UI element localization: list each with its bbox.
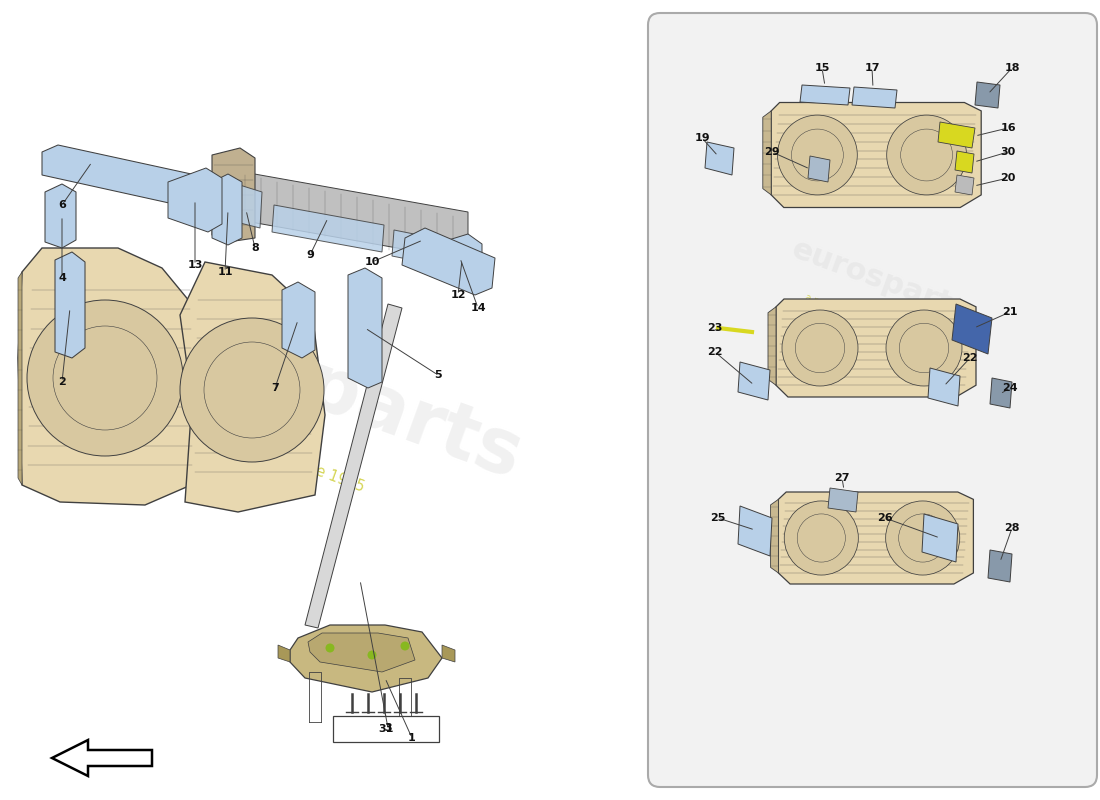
Text: 13: 13 (187, 260, 202, 270)
Polygon shape (955, 175, 974, 195)
Text: 20: 20 (1000, 173, 1015, 183)
Text: 26: 26 (877, 513, 893, 523)
Polygon shape (990, 378, 1012, 408)
Polygon shape (852, 87, 896, 108)
Text: a passion for parts since 1975: a passion for parts since 1975 (804, 293, 936, 347)
Polygon shape (272, 205, 384, 252)
Polygon shape (278, 645, 290, 662)
Circle shape (180, 318, 324, 462)
Polygon shape (768, 307, 776, 386)
Polygon shape (212, 174, 242, 245)
Polygon shape (402, 228, 495, 295)
FancyBboxPatch shape (333, 716, 439, 742)
Circle shape (368, 651, 376, 659)
Polygon shape (55, 252, 85, 358)
Circle shape (887, 115, 967, 195)
Text: 12: 12 (450, 290, 465, 300)
FancyBboxPatch shape (648, 13, 1097, 787)
Text: 28: 28 (1004, 523, 1020, 533)
Text: 15: 15 (814, 63, 829, 73)
Text: 1: 1 (408, 733, 416, 743)
Polygon shape (52, 740, 152, 776)
Polygon shape (18, 248, 208, 505)
Text: 27: 27 (834, 473, 849, 483)
Text: 4: 4 (58, 273, 66, 283)
Polygon shape (228, 182, 262, 228)
Polygon shape (828, 488, 858, 512)
Circle shape (402, 642, 409, 650)
Polygon shape (975, 82, 1000, 108)
Polygon shape (938, 122, 975, 148)
Text: 3: 3 (384, 723, 392, 733)
Text: 19: 19 (694, 133, 710, 143)
Polygon shape (305, 304, 402, 628)
Polygon shape (779, 492, 974, 584)
Text: 23: 23 (707, 323, 723, 333)
Polygon shape (180, 262, 324, 512)
Text: eurosparts: eurosparts (68, 266, 532, 494)
Polygon shape (228, 170, 468, 260)
Polygon shape (771, 102, 981, 207)
Circle shape (28, 300, 183, 456)
Text: 2: 2 (58, 377, 66, 387)
Circle shape (782, 310, 858, 386)
Text: 30: 30 (1000, 147, 1015, 157)
Polygon shape (738, 362, 770, 400)
Circle shape (778, 115, 857, 195)
Polygon shape (212, 148, 255, 242)
Polygon shape (442, 234, 482, 285)
Text: a passion for parts since 1975: a passion for parts since 1975 (153, 405, 366, 495)
Text: 22: 22 (962, 353, 978, 363)
Text: 29: 29 (764, 147, 780, 157)
Text: 22: 22 (707, 347, 723, 357)
Polygon shape (922, 514, 958, 562)
Polygon shape (952, 304, 992, 354)
Circle shape (784, 501, 858, 575)
Text: 9: 9 (306, 250, 313, 260)
Text: 31: 31 (378, 724, 394, 734)
Text: 21: 21 (1002, 307, 1018, 317)
Polygon shape (168, 168, 222, 232)
Text: 6: 6 (58, 200, 66, 210)
Polygon shape (771, 499, 779, 573)
Polygon shape (776, 299, 976, 397)
Polygon shape (442, 645, 455, 662)
Polygon shape (800, 85, 850, 105)
Polygon shape (308, 633, 415, 672)
Circle shape (327, 644, 333, 652)
Polygon shape (705, 142, 734, 175)
Polygon shape (928, 368, 960, 406)
Text: 7: 7 (271, 383, 279, 393)
Polygon shape (290, 625, 442, 692)
Circle shape (886, 310, 962, 386)
Polygon shape (42, 145, 228, 212)
Text: 14: 14 (470, 303, 486, 313)
Text: 17: 17 (865, 63, 880, 73)
Text: 24: 24 (1002, 383, 1018, 393)
Polygon shape (45, 184, 76, 248)
Circle shape (886, 501, 959, 575)
Polygon shape (282, 282, 315, 358)
Polygon shape (738, 506, 772, 556)
Text: 18: 18 (1004, 63, 1020, 73)
Text: eurosparts: eurosparts (788, 234, 972, 326)
Text: 10: 10 (364, 257, 380, 267)
Text: 16: 16 (1000, 123, 1015, 133)
Polygon shape (988, 550, 1012, 582)
Text: 8: 8 (251, 243, 258, 253)
Polygon shape (18, 272, 22, 485)
Text: 5: 5 (434, 370, 442, 380)
Polygon shape (955, 151, 974, 173)
Polygon shape (808, 156, 830, 182)
Text: 11: 11 (218, 267, 233, 277)
Text: 25: 25 (711, 513, 726, 523)
Polygon shape (392, 230, 454, 268)
Polygon shape (348, 268, 382, 388)
Polygon shape (762, 111, 771, 195)
